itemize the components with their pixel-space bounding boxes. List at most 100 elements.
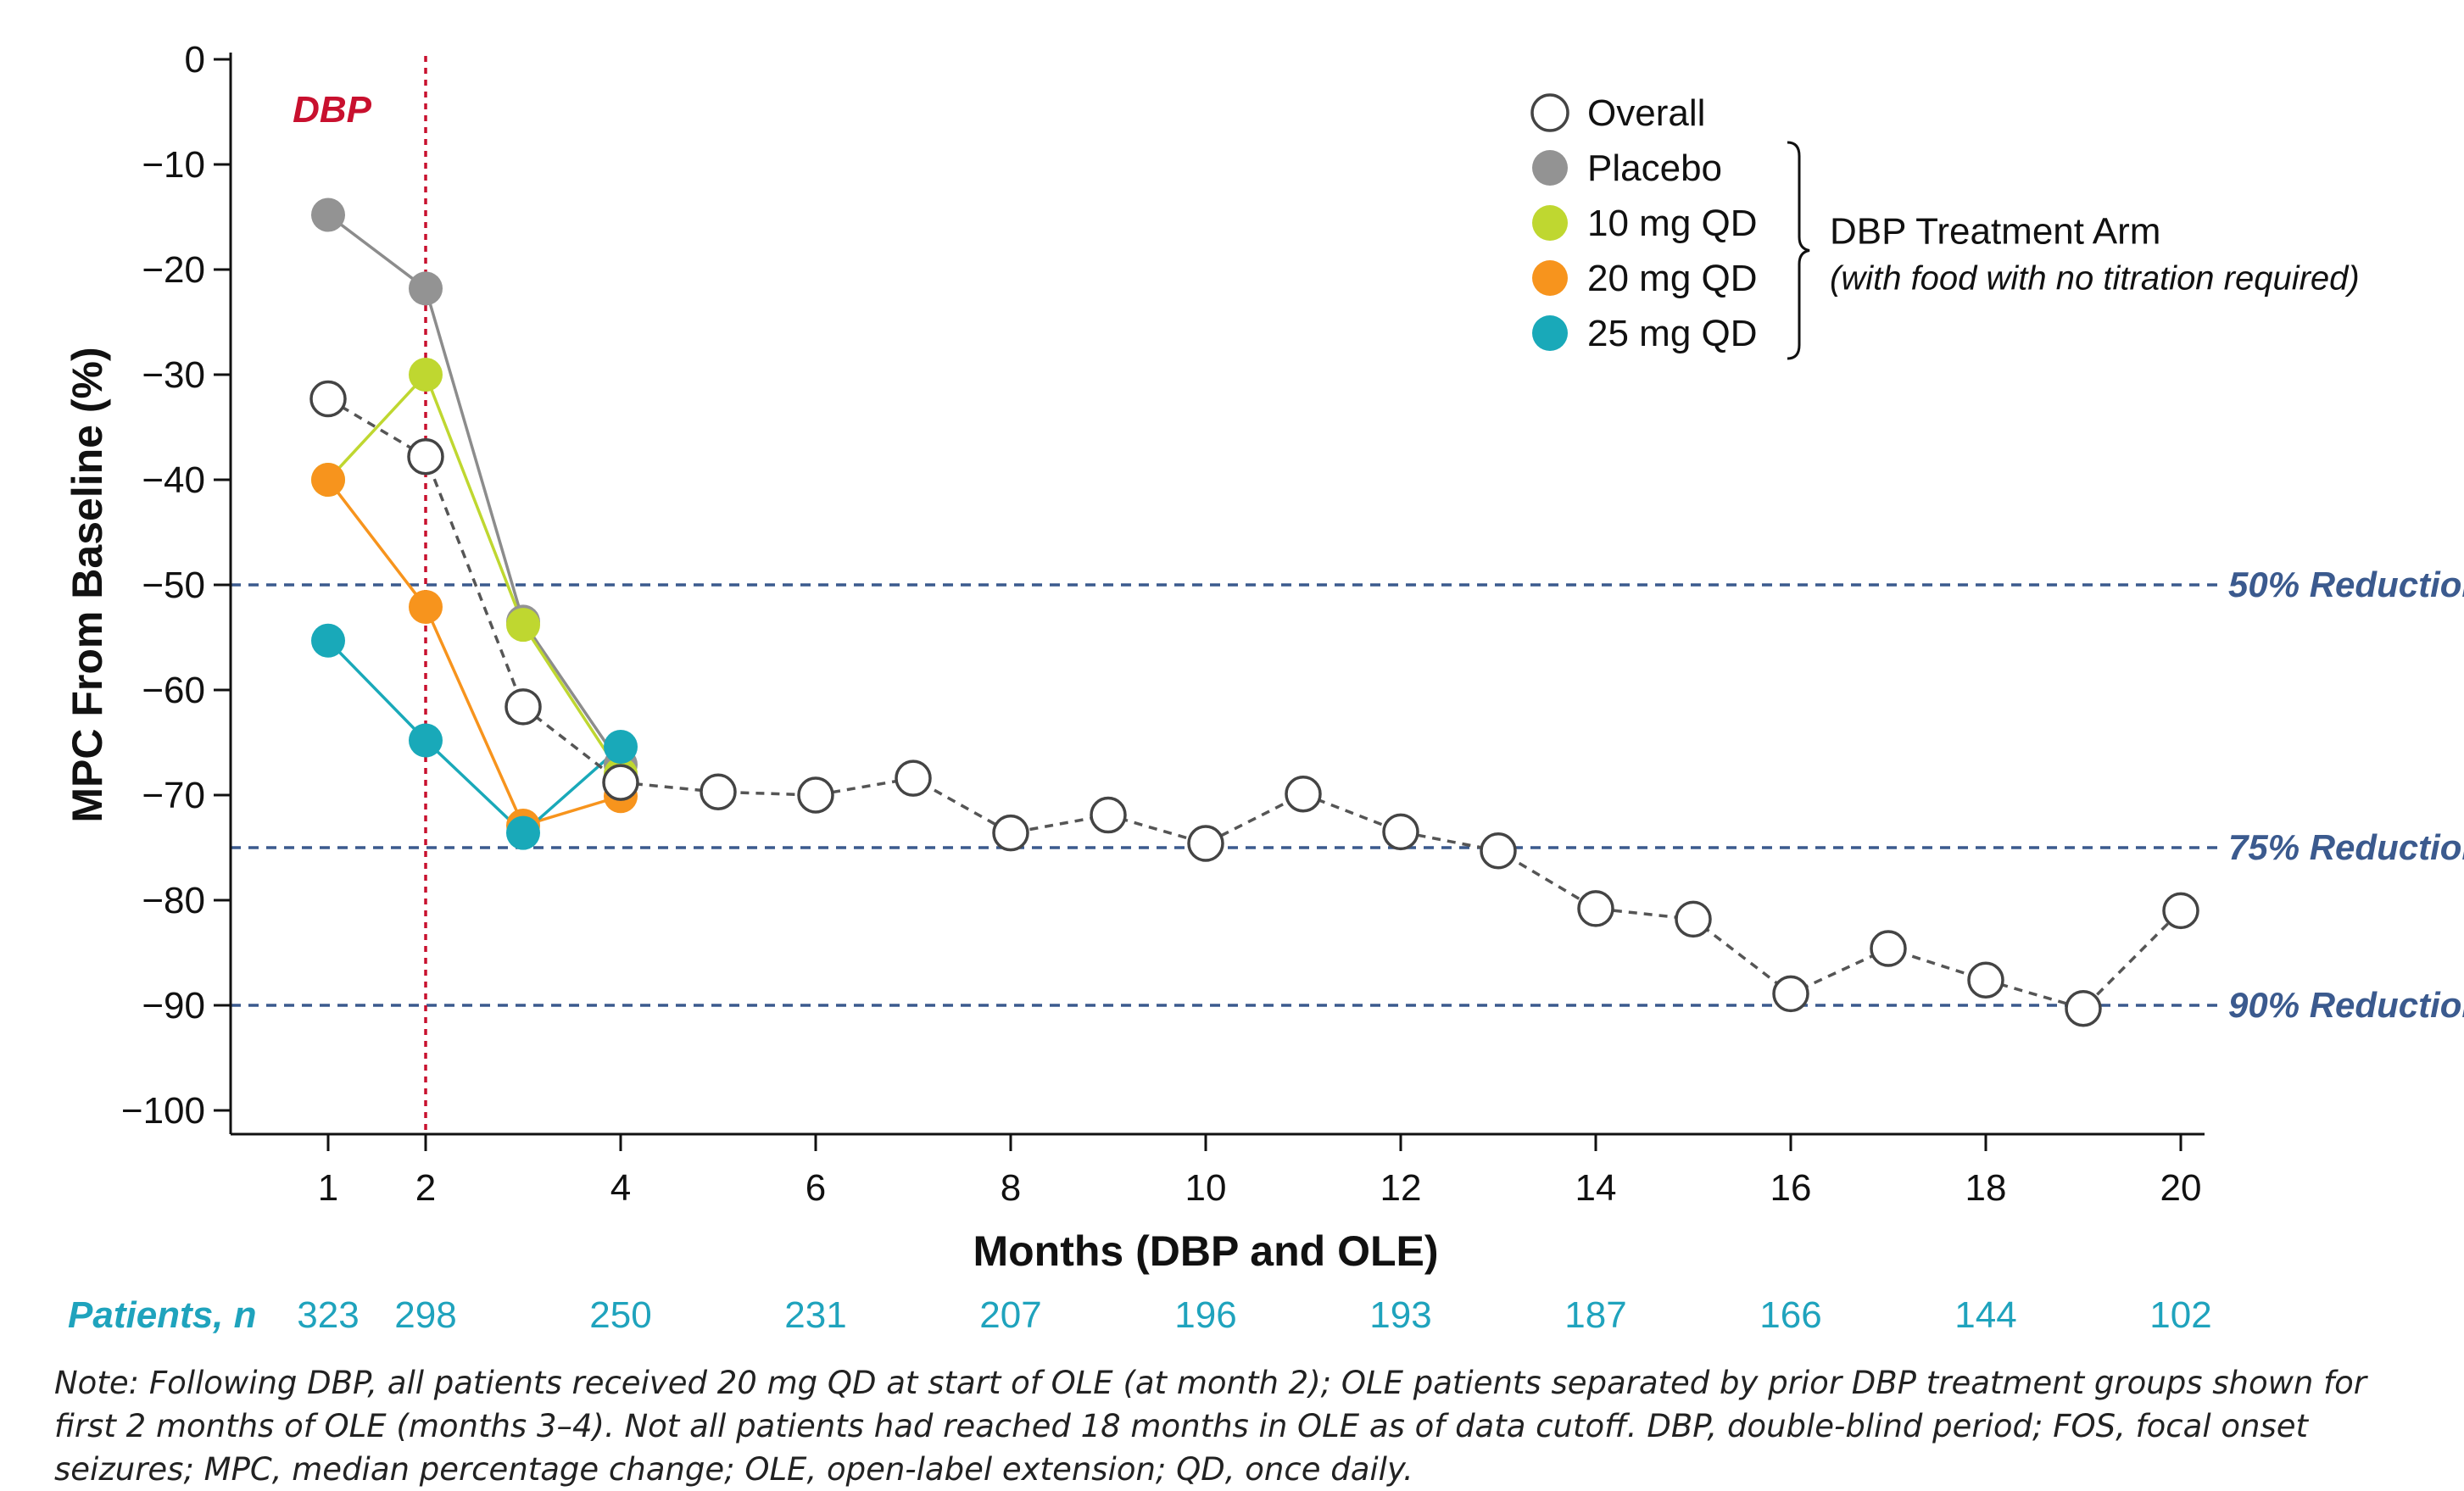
data-point	[2065, 989, 2102, 1027]
data-point	[700, 773, 737, 811]
data-point	[506, 815, 540, 850]
patients-count: 102	[2149, 1294, 2211, 1336]
patients-count: 193	[1369, 1294, 1431, 1336]
data-point	[311, 198, 345, 232]
data-point	[409, 358, 443, 392]
patients-count: 196	[1174, 1294, 1236, 1336]
data-point	[1967, 961, 2004, 999]
reference-line-label: 90% Reduction	[2228, 985, 2464, 1025]
data-point	[311, 463, 345, 497]
series-points	[311, 198, 638, 782]
data-point	[1480, 832, 1517, 870]
y-tick-label: −90	[142, 985, 205, 1026]
series-line	[327, 398, 2182, 1010]
data-point	[2162, 892, 2199, 930]
legend-marker	[1532, 205, 1568, 241]
x-tick-label: 4	[610, 1167, 631, 1209]
legend-bracket-sublabel: (with food with no titration required)	[1830, 260, 2360, 298]
data-point	[602, 764, 639, 801]
y-tick-label: −50	[142, 565, 205, 606]
legend-marker	[1532, 315, 1568, 351]
patients-count: 207	[979, 1294, 1041, 1336]
legend-label: 20 mg QD	[1587, 258, 1758, 299]
data-point	[506, 608, 540, 643]
series-points	[311, 623, 638, 850]
legend: Overall Placebo 10 mg QD 20 mg QD 25 mg QD DB…	[1530, 92, 2360, 360]
data-point	[1870, 930, 1907, 967]
series-overall	[327, 398, 2182, 1010]
y-tick-label: 0	[185, 39, 205, 81]
series-layer	[309, 198, 2199, 1027]
x-tick-label: 6	[806, 1167, 826, 1209]
series-placebo	[326, 214, 622, 766]
y-tick-label: −40	[142, 459, 205, 501]
x-tick-label: 16	[1770, 1167, 1812, 1209]
series-line	[326, 214, 622, 766]
x-tick-label: 20	[2160, 1167, 2202, 1209]
legend-marker	[1532, 260, 1568, 296]
x-tick-label: 2	[415, 1167, 436, 1209]
y-tick-label: −60	[142, 670, 205, 711]
footnote: Note: Following DBP, all patients receiv…	[54, 1365, 2366, 1488]
reference-lines: 50% Reduction 75% Reduction 90% Reduction	[231, 565, 2464, 1025]
x-axis-title: Months (DBP and OLE)	[973, 1227, 1438, 1275]
data-point	[311, 623, 345, 658]
series-line	[326, 478, 622, 828]
x-tick-label: 18	[1965, 1167, 2007, 1209]
patients-count: 144	[1954, 1294, 2016, 1336]
legend-label: 25 mg QD	[1587, 313, 1758, 354]
series-20-mg-qd	[326, 478, 622, 828]
data-point	[409, 723, 443, 758]
y-tick-label: −100	[121, 1090, 205, 1132]
data-point	[1772, 975, 1809, 1013]
dbp-label: DBP	[293, 89, 372, 131]
data-point	[1090, 796, 1127, 834]
patients-count: 166	[1759, 1294, 1821, 1336]
data-point	[409, 271, 443, 306]
patients-count: 187	[1564, 1294, 1626, 1336]
legend-bracket	[1787, 141, 1810, 360]
y-tick-label: −80	[142, 880, 205, 921]
x-tick-label: 1	[318, 1167, 338, 1209]
reference-line-label: 75% Reduction	[2228, 827, 2464, 867]
data-point	[895, 759, 932, 797]
patients-count: 250	[589, 1294, 651, 1336]
legend-marker	[1532, 150, 1568, 186]
series-line	[326, 371, 622, 776]
patients-row: Patients, n 323 298 250 231 207 196 193 187 166 14…	[68, 1294, 2212, 1336]
series-10-mg-qd	[326, 371, 622, 776]
reference-line-label: 50% Reduction	[2228, 565, 2464, 604]
data-point	[1382, 813, 1419, 851]
x-tick-label: 12	[1380, 1167, 1422, 1209]
data-point	[797, 776, 834, 814]
series-points	[309, 380, 2199, 1027]
series-25-mg-qd	[326, 639, 622, 836]
x-tick-label: 8	[1001, 1167, 1021, 1209]
patients-count: 298	[394, 1294, 456, 1336]
data-point	[992, 814, 1029, 852]
legend-label: Placebo	[1587, 147, 1722, 189]
legend-label: 10 mg QD	[1587, 203, 1758, 244]
x-tick-label: 10	[1185, 1167, 1227, 1209]
legend-bracket-label: DBP Treatment Arm	[1830, 211, 2160, 253]
data-point	[407, 437, 444, 476]
data-point	[1187, 825, 1224, 862]
data-point	[604, 729, 638, 764]
data-point	[1577, 890, 1614, 927]
y-tick-label: −70	[142, 775, 205, 816]
y-tick-label: −20	[142, 249, 205, 291]
y-tick-label: −30	[142, 354, 205, 396]
patients-count: 323	[297, 1294, 359, 1336]
patients-count: 231	[784, 1294, 846, 1336]
data-point	[1285, 776, 1322, 813]
data-point	[309, 380, 347, 418]
data-point	[409, 590, 443, 625]
y-axis-title: MPC From Baseline (%)	[64, 347, 111, 822]
patients-label: Patients, n	[68, 1294, 257, 1336]
legend-marker	[1530, 93, 1569, 132]
y-tick-label: −10	[142, 144, 205, 186]
data-point	[1675, 900, 1712, 938]
data-point	[505, 688, 542, 726]
